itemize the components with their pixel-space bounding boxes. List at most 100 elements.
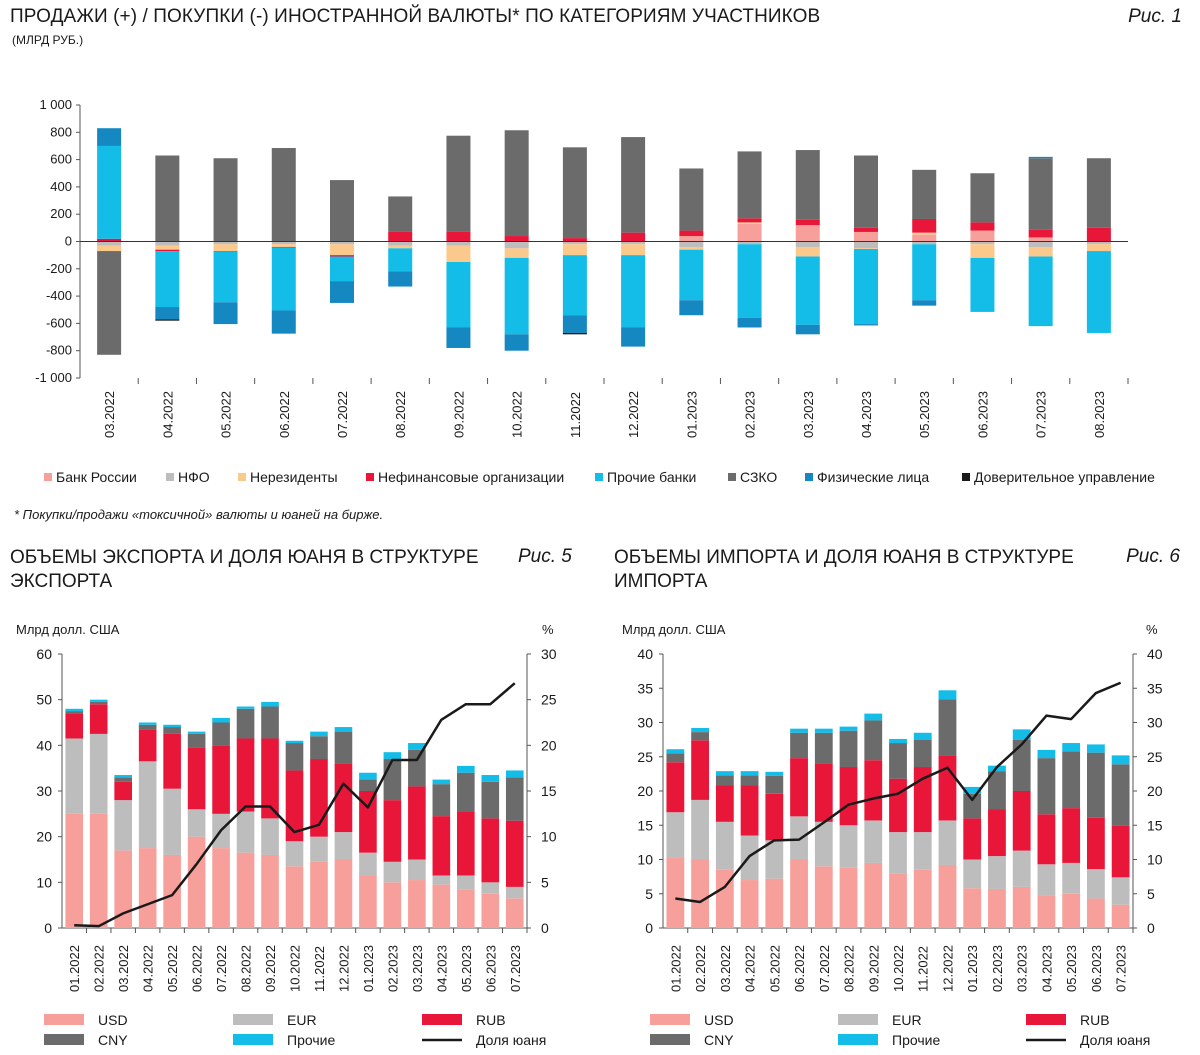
bar-usd: [334, 859, 353, 928]
bar-usd: [114, 850, 132, 928]
bar-nfo: [271, 241, 296, 245]
bar-szko: [504, 130, 529, 237]
bar-usd: [432, 884, 451, 928]
bar-szko: [330, 180, 354, 242]
bar-rub: [913, 767, 932, 833]
bar-eur: [1086, 869, 1105, 899]
bar-nonfin: [562, 238, 587, 242]
bar-other: [163, 724, 181, 728]
bar-cny: [740, 775, 759, 786]
bar-usd: [1062, 893, 1081, 928]
x-tick-label: 12.2022: [626, 391, 641, 438]
legend-label-eur: EUR: [287, 1012, 317, 1028]
bar-rub: [691, 740, 710, 800]
fig5-left-unit: Млрд долл. США: [16, 622, 120, 637]
bar-other: [481, 775, 500, 782]
bar-usd: [383, 882, 402, 928]
bar-bank_russia: [970, 230, 995, 242]
x-tick-label: 09.2022: [866, 945, 881, 992]
bar-nonresidents: [795, 246, 820, 257]
bar-other: [938, 690, 957, 700]
x-tick-label: 04.2022: [160, 391, 175, 438]
bar-usd: [163, 854, 181, 928]
bar-other: [1037, 749, 1056, 759]
bar-nonresidents: [271, 244, 296, 247]
bar-cny: [408, 749, 426, 787]
bar-nfo: [795, 241, 820, 247]
bar-usd: [740, 880, 759, 928]
bar-nonfin: [621, 232, 646, 242]
bar-eur: [408, 859, 426, 881]
bar-other_banks: [97, 145, 122, 239]
bar-other_banks: [213, 251, 238, 303]
bar-cny: [839, 730, 858, 768]
legend-swatch-usd: [44, 1014, 84, 1025]
bar-nonresidents: [155, 245, 180, 250]
bar-cny: [114, 777, 132, 782]
bar-szko: [854, 155, 878, 228]
legend-swatch-rub: [422, 1014, 462, 1025]
bar-individuals: [330, 281, 354, 303]
legend-swatch-eur: [233, 1014, 273, 1025]
bar-nfo: [679, 241, 704, 247]
bar-eur: [938, 820, 957, 865]
bar-eur: [359, 852, 377, 876]
bar-rub: [261, 738, 279, 819]
bar-individuals: [854, 324, 878, 326]
bar-cny: [790, 732, 808, 759]
bar-other: [114, 775, 132, 778]
x-tick-label: 02.2022: [92, 945, 107, 992]
x-tick-label: 11.2022: [568, 392, 583, 438]
legend-label-cny: CNY: [98, 1032, 128, 1048]
bar-usd: [310, 861, 328, 928]
bar-szko: [97, 251, 122, 355]
bar-rub: [114, 781, 132, 801]
bar-nonresidents: [621, 244, 646, 256]
y-tick-label: 600: [50, 152, 72, 167]
bar-cny: [691, 732, 710, 741]
x-tick-label: 03.2023: [410, 945, 425, 992]
bar-usd: [481, 893, 500, 928]
bar-other: [383, 752, 402, 760]
bar-rub: [163, 733, 181, 789]
bar-cny: [814, 732, 833, 764]
bar-nonfin: [737, 218, 762, 223]
bar-eur: [1111, 877, 1130, 905]
y-tick-label-left: 35: [637, 680, 653, 696]
x-tick-label: 06.2023: [1089, 945, 1104, 992]
fig5-title: ОБЪЕМЫ ЭКСПОРТА И ДОЛЯ ЮАНЯ В СТРУКТУРЕ …: [10, 547, 479, 592]
x-tick-label: 06.2022: [792, 945, 807, 992]
bar-individuals: [912, 300, 937, 306]
bar-rub: [963, 818, 982, 860]
x-tick-label: 07.2023: [1034, 391, 1049, 438]
bar-eur: [889, 832, 907, 874]
bar-other: [359, 772, 377, 780]
bar-bank_russia: [737, 223, 762, 242]
bar-eur: [1012, 850, 1031, 887]
bar-other_banks: [912, 244, 937, 301]
y-tick-label-left: 40: [36, 737, 52, 753]
x-tick-label: 07.2023: [508, 945, 523, 992]
bar-eur: [691, 799, 710, 860]
bar-rub: [408, 786, 426, 860]
bar-usd: [261, 854, 279, 928]
bar-nonresidents: [737, 222, 762, 224]
bar-other: [1012, 729, 1031, 740]
y-tick-label-left: 0: [44, 920, 52, 936]
bar-nfo: [155, 241, 180, 246]
bar-individuals: [97, 128, 122, 146]
bar-szko: [213, 158, 238, 242]
bar-other_banks: [679, 249, 704, 301]
bar-cny: [89, 701, 108, 705]
bar-nonresidents: [1028, 246, 1053, 257]
bar-usd: [765, 878, 784, 928]
bar-rub: [889, 778, 907, 833]
legend-label-nonresidents: Нерезиденты: [250, 469, 338, 485]
legend-label-other: Прочие: [892, 1032, 940, 1048]
bar-usd: [839, 867, 858, 928]
bar-cny: [666, 753, 685, 763]
bar-rub: [383, 800, 402, 862]
bar-eur: [839, 825, 858, 868]
bar-szko: [970, 173, 995, 223]
bar-rub: [236, 738, 255, 812]
